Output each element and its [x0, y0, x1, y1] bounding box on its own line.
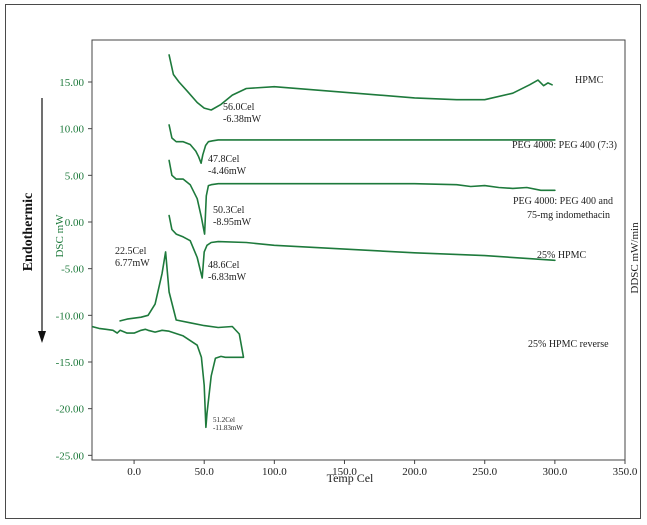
series-line-5 [92, 251, 245, 429]
x-tick-label: 150.0 [332, 466, 357, 478]
series-label: 75-mg indomethacin [527, 210, 610, 221]
plot-area [91, 39, 626, 461]
peak-power-label: -6.83mW [208, 272, 247, 283]
y-tick-label: -5.00 [61, 264, 84, 276]
y-tick-label: 0.00 [65, 217, 85, 229]
y2-axis-title: DDSC mW/min [629, 222, 641, 294]
x-axis-title: Temp Cel [327, 471, 374, 485]
peak-temp-label: 47.8Cel [208, 154, 240, 165]
y-tick-label: 5.00 [65, 170, 85, 182]
peak-temp-label: 56.0Cel [223, 102, 255, 113]
peak-temp-label: 50.3Cel [213, 205, 245, 216]
peak-power-label: -6.38mW [223, 114, 262, 125]
peak-temp-label: 48.6Cel [208, 260, 240, 271]
x-tick-label: 100.0 [262, 466, 287, 478]
series-label: 25% HPMC reverse [528, 339, 609, 350]
series-line-1 [168, 54, 553, 111]
x-tick-label: 300.0 [542, 466, 567, 478]
y-tick-label: 10.00 [59, 124, 84, 136]
y-tick-label: -10.00 [56, 310, 85, 322]
series-label: 25% HPMC [537, 250, 587, 261]
x-tick-label: 250.0 [472, 466, 497, 478]
peak-power-label: 6.77mW [115, 258, 150, 269]
series-line-4 [168, 214, 556, 279]
x-tick-label: 50.0 [195, 466, 215, 478]
y-tick-label: -15.00 [56, 357, 85, 369]
peak-temp-label: 51.2Cel [213, 416, 235, 424]
series-label: PEG 4000: PEG 400 (7:3) [512, 140, 617, 151]
endothermic-arrow-head [38, 331, 46, 343]
x-tick-label: 350.0 [613, 466, 638, 478]
series-line-3 [168, 159, 556, 235]
x-tick-label: 200.0 [402, 466, 427, 478]
series-line-2 [168, 124, 556, 164]
y-tick-label: -20.00 [56, 404, 85, 416]
peak-power-label: -4.46mW [208, 166, 247, 177]
x-tick-label: 0.0 [127, 466, 141, 478]
series-label: HPMC [575, 75, 604, 86]
y-axis-title: DSC mW [54, 214, 66, 258]
peak-power-label: -11.83mW [213, 424, 243, 432]
peak-temp-label: 22.5Cel [115, 246, 147, 257]
peak-power-label: -8.95mW [213, 217, 252, 228]
chart-frame [5, 4, 641, 519]
series-label: PEG 4000: PEG 400 and [513, 196, 613, 207]
endothermic-label: Endothermic [21, 193, 36, 272]
y-tick-label: -25.00 [56, 450, 85, 462]
y-tick-label: 15.00 [59, 77, 84, 89]
